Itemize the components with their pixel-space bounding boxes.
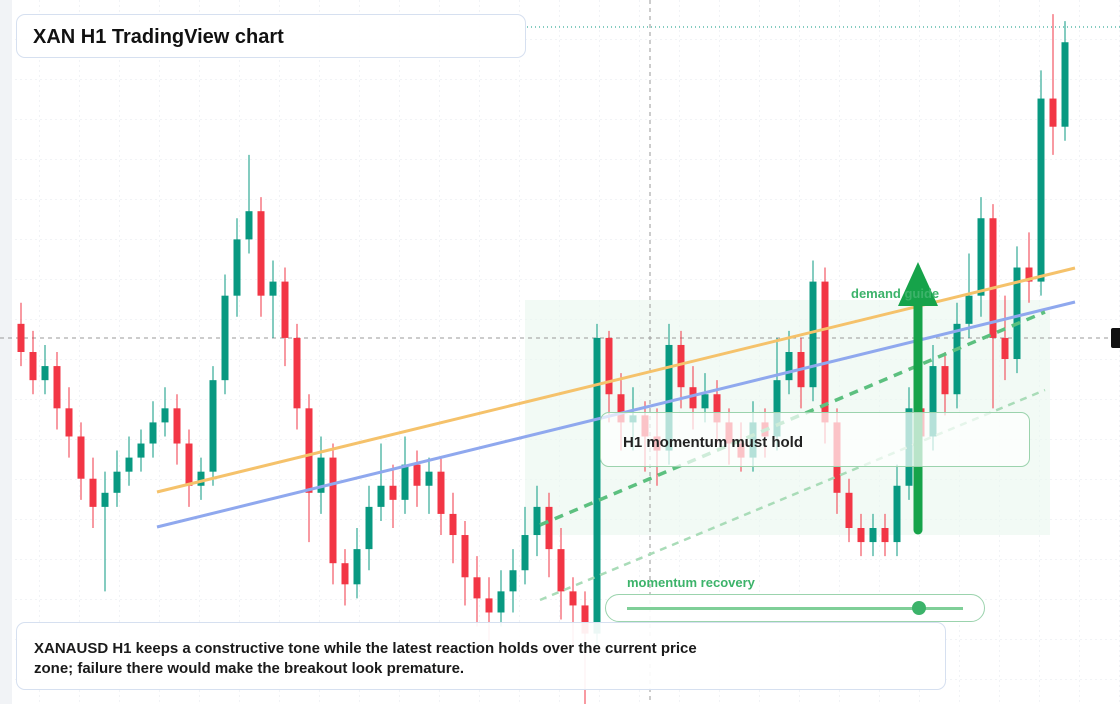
candle-body [557,549,565,592]
candle-body [869,528,877,543]
candle-body [65,408,73,437]
candle-body [785,352,793,381]
candle-body [245,211,253,240]
candle-body [1061,42,1069,127]
candle-body [353,549,361,585]
candle-body [977,218,985,296]
candle-body [209,380,217,472]
candle-body [125,457,133,472]
candle-body [437,471,445,514]
candle-body [221,295,229,381]
candle-body [1013,267,1021,360]
candle-body [341,563,349,585]
candle-body [17,323,25,352]
candle-body [677,344,685,388]
candle-body [857,528,865,543]
candle-body [113,471,121,493]
candle-body [317,457,325,493]
candle-body [233,239,241,296]
candle-body [1001,337,1009,360]
candle-body [1025,267,1033,282]
candle-body [269,281,277,296]
price-tag [1111,328,1120,348]
candle-body [605,337,613,395]
candle-body [545,506,553,550]
caption: XANAUSD H1 keeps a constructive tone whi… [34,640,697,677]
candle-body [365,506,373,550]
candle-body [149,422,157,444]
candles [17,14,1069,704]
candle-body [1037,98,1045,282]
candle-body [161,408,169,423]
candle-body [101,492,109,507]
candle-body [389,485,397,500]
candle-body [77,436,85,479]
candle-body [197,471,205,486]
hold-box: H1 momentum must hold [600,412,1030,467]
candle-body [305,408,313,493]
candle-body [281,281,289,338]
candle-body [593,337,601,634]
candle-body [713,394,721,423]
candle-body [941,366,949,395]
candle-body [521,535,529,571]
candle-body [617,394,625,423]
candle-body [401,464,409,500]
recovery-track-box [605,594,985,622]
left-edge [0,0,12,704]
candle-body [449,513,457,536]
candle-body [173,408,181,444]
candle-body [293,337,301,409]
candle-body [185,443,193,486]
candle-body [821,281,829,423]
recovery-knob [912,601,926,615]
candle-body [473,577,481,599]
title-box: XAN H1 TradingView chart [16,14,526,58]
candle-body [329,457,337,564]
candle-body [53,366,61,409]
candle-body [29,352,37,381]
candle-body [953,323,961,395]
candle-body [929,366,937,437]
candle-body [257,211,265,296]
candle-body [809,281,817,388]
candle-body [89,478,97,507]
arrow-head [898,262,938,306]
candle-body [509,570,517,592]
candle-body [425,471,433,486]
caption-box: XANAUSD H1 keeps a constructive tone whi… [16,622,946,690]
candle-body [41,366,49,381]
recovery-label: momentum recovery [627,575,755,590]
candle-body [137,443,145,458]
candle-body [893,485,901,543]
demand-label: demand guide [851,286,939,301]
candle-body [569,591,577,606]
candle-body [989,218,997,338]
candle-body [965,295,973,324]
candle-body [377,485,385,507]
candle-body [701,394,709,409]
candle-body [485,598,493,613]
candle-body [533,506,541,536]
candle-body [497,591,505,613]
candle-body [1049,98,1057,127]
candle-body [881,528,889,543]
hold-label: H1 momentum must hold [623,434,804,451]
candle-body [689,387,697,409]
candle-body [413,464,421,486]
candle-body [845,492,853,528]
candle-body [461,535,469,578]
candle-body [665,344,673,451]
candle-body [773,380,781,437]
candle-body [581,605,589,634]
recovery-track [627,607,963,610]
title: XAN H1 TradingView chart [33,26,284,48]
